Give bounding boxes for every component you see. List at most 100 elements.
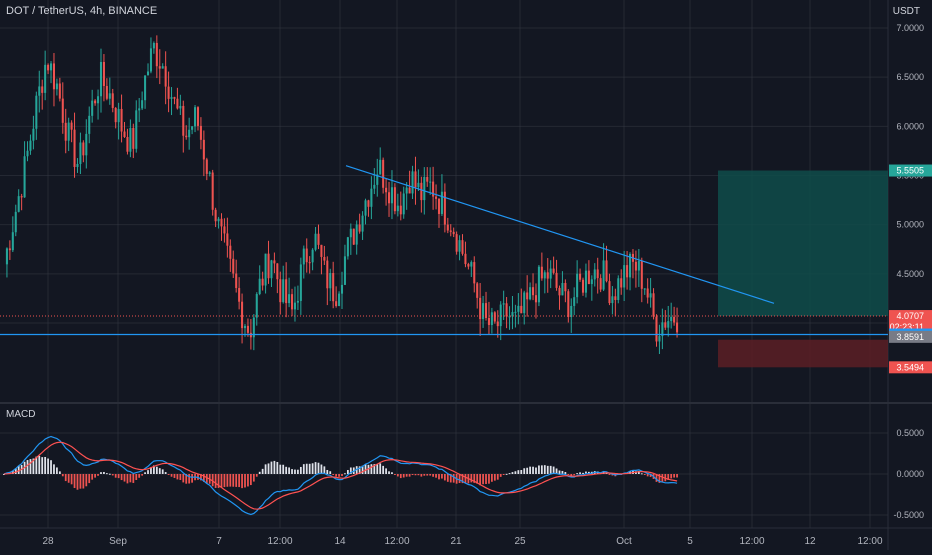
candle-body [423, 177, 426, 201]
macd-histogram-bar [64, 474, 67, 482]
candle-body [185, 135, 188, 138]
macd-histogram-bar [323, 466, 326, 474]
macd-histogram-bar [517, 470, 520, 474]
macd-histogram-bar [314, 462, 317, 474]
macd-histogram-bar [73, 474, 76, 489]
candle-body [437, 198, 441, 214]
macd-histogram-bar [555, 468, 558, 474]
candle-body [534, 295, 538, 303]
candle-body [496, 321, 499, 327]
candle-body [8, 248, 11, 251]
candle-body [299, 264, 302, 301]
candle-body [102, 61, 105, 86]
candle-body [270, 260, 273, 279]
candle-body [20, 196, 23, 198]
price-tick-label: 5.0000 [896, 220, 924, 230]
macd-histogram-bar [414, 474, 417, 476]
macd-histogram-bar [135, 474, 138, 481]
macd-histogram-bar [394, 474, 396, 475]
candle-body [161, 66, 164, 69]
macd-histogram-bar [470, 474, 473, 483]
candle-body [108, 93, 111, 99]
macd-histogram-bar [643, 474, 646, 475]
candle-body [17, 196, 20, 212]
macd-histogram-bar [11, 470, 14, 474]
macd-histogram-bar [402, 474, 405, 478]
macd-histogram-bar [273, 460, 276, 474]
macd-histogram-bar [173, 474, 176, 478]
macd-histogram-bar [452, 474, 455, 483]
macd-histogram-bar [446, 474, 449, 482]
macd-histogram-bar [214, 474, 217, 488]
macd-histogram-bar [361, 465, 364, 474]
macd-histogram-bar [238, 474, 241, 488]
candle-body [223, 226, 226, 234]
macd-histogram-bar [464, 474, 467, 484]
macd-histogram-bar [408, 474, 411, 477]
stop-zone[interactable] [718, 339, 888, 368]
macd-histogram-bar [144, 472, 146, 474]
macd-histogram-bar [417, 474, 420, 476]
candle-body [117, 108, 120, 123]
macd-histogram-bar [291, 469, 293, 474]
candle-body [649, 293, 652, 298]
macd-histogram-bar [138, 474, 141, 478]
macd-histogram-bar [317, 462, 320, 474]
candle-body [38, 86, 41, 96]
candle-body [26, 150, 29, 157]
candle-body [487, 318, 490, 325]
price-badge-label: 3.8591 [896, 332, 924, 342]
trendline[interactable] [345, 165, 775, 304]
macd-histogram-bar [658, 474, 661, 483]
macd-histogram-bar [76, 474, 79, 490]
macd-histogram-bar [370, 464, 373, 474]
macd-histogram-bar [552, 466, 555, 474]
time-tick-label: 12:00 [857, 536, 882, 547]
target-zone[interactable] [718, 170, 888, 317]
macd-histogram-bar [38, 455, 41, 474]
macd-histogram-bar [29, 459, 32, 474]
macd-histogram-bar [511, 472, 514, 474]
candle-body [643, 288, 646, 290]
macd-histogram-bar [311, 463, 314, 474]
macd-histogram-bar [376, 463, 379, 474]
candle-body [329, 273, 332, 289]
macd-histogram-bar [549, 465, 552, 474]
candle-body [288, 294, 291, 304]
macd-histogram-bar [153, 465, 155, 474]
macd-histogram-bar [338, 474, 340, 477]
macd-histogram-bar [111, 474, 114, 476]
macd-histogram-bar [538, 465, 540, 474]
macd-histogram-bar [438, 474, 440, 480]
candle-body [296, 300, 299, 303]
candle-body [567, 291, 570, 318]
candle-body [135, 110, 138, 149]
candle-body [393, 187, 396, 212]
candle-body [629, 253, 632, 278]
macd-histogram-bar [432, 474, 434, 477]
candle-body [382, 159, 385, 188]
macd-histogram-bar [14, 468, 17, 474]
macd-histogram-bar [473, 474, 476, 483]
macd-histogram-bar [32, 458, 35, 474]
candle-body [411, 171, 414, 194]
candle-body [241, 301, 244, 329]
macd-histogram-bar [220, 474, 223, 488]
candle-body [238, 288, 241, 302]
macd-histogram-bar [526, 467, 529, 474]
macd-histogram-bar [429, 474, 432, 476]
candle-body [276, 263, 279, 280]
candle-body [364, 200, 367, 216]
candle-body [555, 272, 558, 288]
candle-body [182, 105, 185, 136]
macd-histogram-bar [391, 472, 393, 474]
macd-histogram-bar [420, 474, 423, 477]
candle-body [11, 232, 14, 251]
macd-histogram-bar [47, 458, 49, 474]
candle-body [149, 48, 152, 72]
macd-histogram-bar [94, 474, 96, 478]
candle-body [440, 191, 443, 214]
candle-body [217, 218, 220, 222]
